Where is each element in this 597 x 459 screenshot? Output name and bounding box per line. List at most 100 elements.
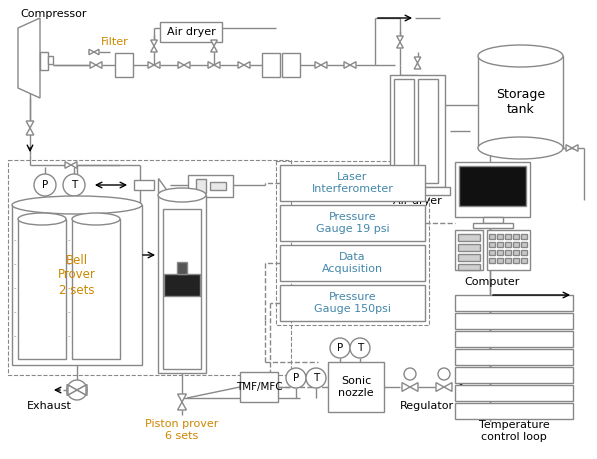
Text: Temperature
control loop: Temperature control loop xyxy=(479,420,549,442)
Bar xyxy=(513,250,519,255)
Bar xyxy=(455,367,573,383)
Polygon shape xyxy=(211,46,217,52)
Bar xyxy=(497,250,503,255)
Bar xyxy=(521,234,527,239)
Text: Air dryer: Air dryer xyxy=(167,27,216,37)
Bar xyxy=(394,79,414,183)
Text: -: - xyxy=(14,285,16,291)
Bar xyxy=(48,56,53,64)
Polygon shape xyxy=(436,383,444,392)
Bar xyxy=(262,53,280,77)
Bar xyxy=(163,209,201,369)
Bar xyxy=(478,56,563,148)
Polygon shape xyxy=(211,40,217,46)
Bar xyxy=(497,258,503,263)
Polygon shape xyxy=(71,162,77,168)
Bar xyxy=(134,180,154,190)
Text: -: - xyxy=(67,309,70,315)
Polygon shape xyxy=(410,383,418,392)
Bar xyxy=(74,197,80,205)
Bar xyxy=(505,250,511,255)
Text: Storage
tank: Storage tank xyxy=(496,88,545,116)
Polygon shape xyxy=(148,62,154,68)
Bar xyxy=(280,285,425,321)
Polygon shape xyxy=(184,62,190,68)
Bar xyxy=(458,234,480,241)
Bar xyxy=(513,258,519,263)
Bar xyxy=(458,244,480,251)
Bar xyxy=(458,254,480,261)
Polygon shape xyxy=(94,49,99,55)
Text: -: - xyxy=(67,261,70,267)
Bar xyxy=(455,295,573,311)
Polygon shape xyxy=(244,62,250,68)
Text: Compressor: Compressor xyxy=(20,9,87,19)
Bar xyxy=(280,205,425,241)
Ellipse shape xyxy=(478,45,563,67)
Bar xyxy=(282,53,300,77)
Bar xyxy=(18,219,66,359)
Bar xyxy=(328,362,384,412)
Bar xyxy=(196,179,206,193)
Text: Computer: Computer xyxy=(464,277,519,287)
Text: -: - xyxy=(14,237,16,243)
Bar xyxy=(497,234,503,239)
Bar xyxy=(188,175,233,197)
Polygon shape xyxy=(572,145,578,151)
Polygon shape xyxy=(414,63,421,69)
Text: Sonic
nozzle: Sonic nozzle xyxy=(338,376,374,398)
Polygon shape xyxy=(214,62,220,68)
Text: Air dryer: Air dryer xyxy=(393,196,442,206)
Ellipse shape xyxy=(478,137,563,159)
Polygon shape xyxy=(414,57,421,63)
Text: T: T xyxy=(357,343,363,353)
Polygon shape xyxy=(396,42,404,48)
Bar xyxy=(459,166,526,206)
Bar xyxy=(513,234,519,239)
Polygon shape xyxy=(315,62,321,68)
Polygon shape xyxy=(18,18,40,98)
Bar xyxy=(115,53,133,77)
Text: -: - xyxy=(14,261,16,267)
Polygon shape xyxy=(26,121,34,128)
Bar xyxy=(280,245,425,281)
Text: Filter: Filter xyxy=(101,37,129,47)
Circle shape xyxy=(404,368,416,380)
Polygon shape xyxy=(238,62,244,68)
Bar xyxy=(505,258,511,263)
Ellipse shape xyxy=(12,196,142,214)
Text: P: P xyxy=(42,180,48,190)
Text: -: - xyxy=(67,333,70,339)
Bar xyxy=(455,313,573,329)
Bar xyxy=(280,165,425,201)
Text: Laser
Interferometer: Laser Interferometer xyxy=(312,172,393,194)
Circle shape xyxy=(438,368,450,380)
Bar xyxy=(505,234,511,239)
Polygon shape xyxy=(96,62,102,68)
Circle shape xyxy=(286,368,306,388)
Polygon shape xyxy=(68,385,77,395)
Circle shape xyxy=(350,338,370,358)
Text: -: - xyxy=(67,237,70,243)
Bar xyxy=(513,242,519,247)
Bar xyxy=(455,349,573,365)
Polygon shape xyxy=(26,128,34,135)
Bar xyxy=(458,264,480,270)
Bar xyxy=(276,161,429,325)
Polygon shape xyxy=(344,62,350,68)
Bar xyxy=(497,242,503,247)
Polygon shape xyxy=(77,385,87,396)
Polygon shape xyxy=(90,62,96,68)
Polygon shape xyxy=(321,62,327,68)
Text: P: P xyxy=(293,373,299,383)
Bar xyxy=(455,403,573,419)
Text: Piston prover
6 sets: Piston prover 6 sets xyxy=(145,419,219,441)
Bar xyxy=(489,234,495,239)
Polygon shape xyxy=(208,62,214,68)
Circle shape xyxy=(63,174,85,196)
Polygon shape xyxy=(396,36,404,42)
Polygon shape xyxy=(177,402,186,410)
Ellipse shape xyxy=(18,213,66,225)
Ellipse shape xyxy=(158,188,206,202)
Text: Data
Acquisition: Data Acquisition xyxy=(322,252,383,274)
